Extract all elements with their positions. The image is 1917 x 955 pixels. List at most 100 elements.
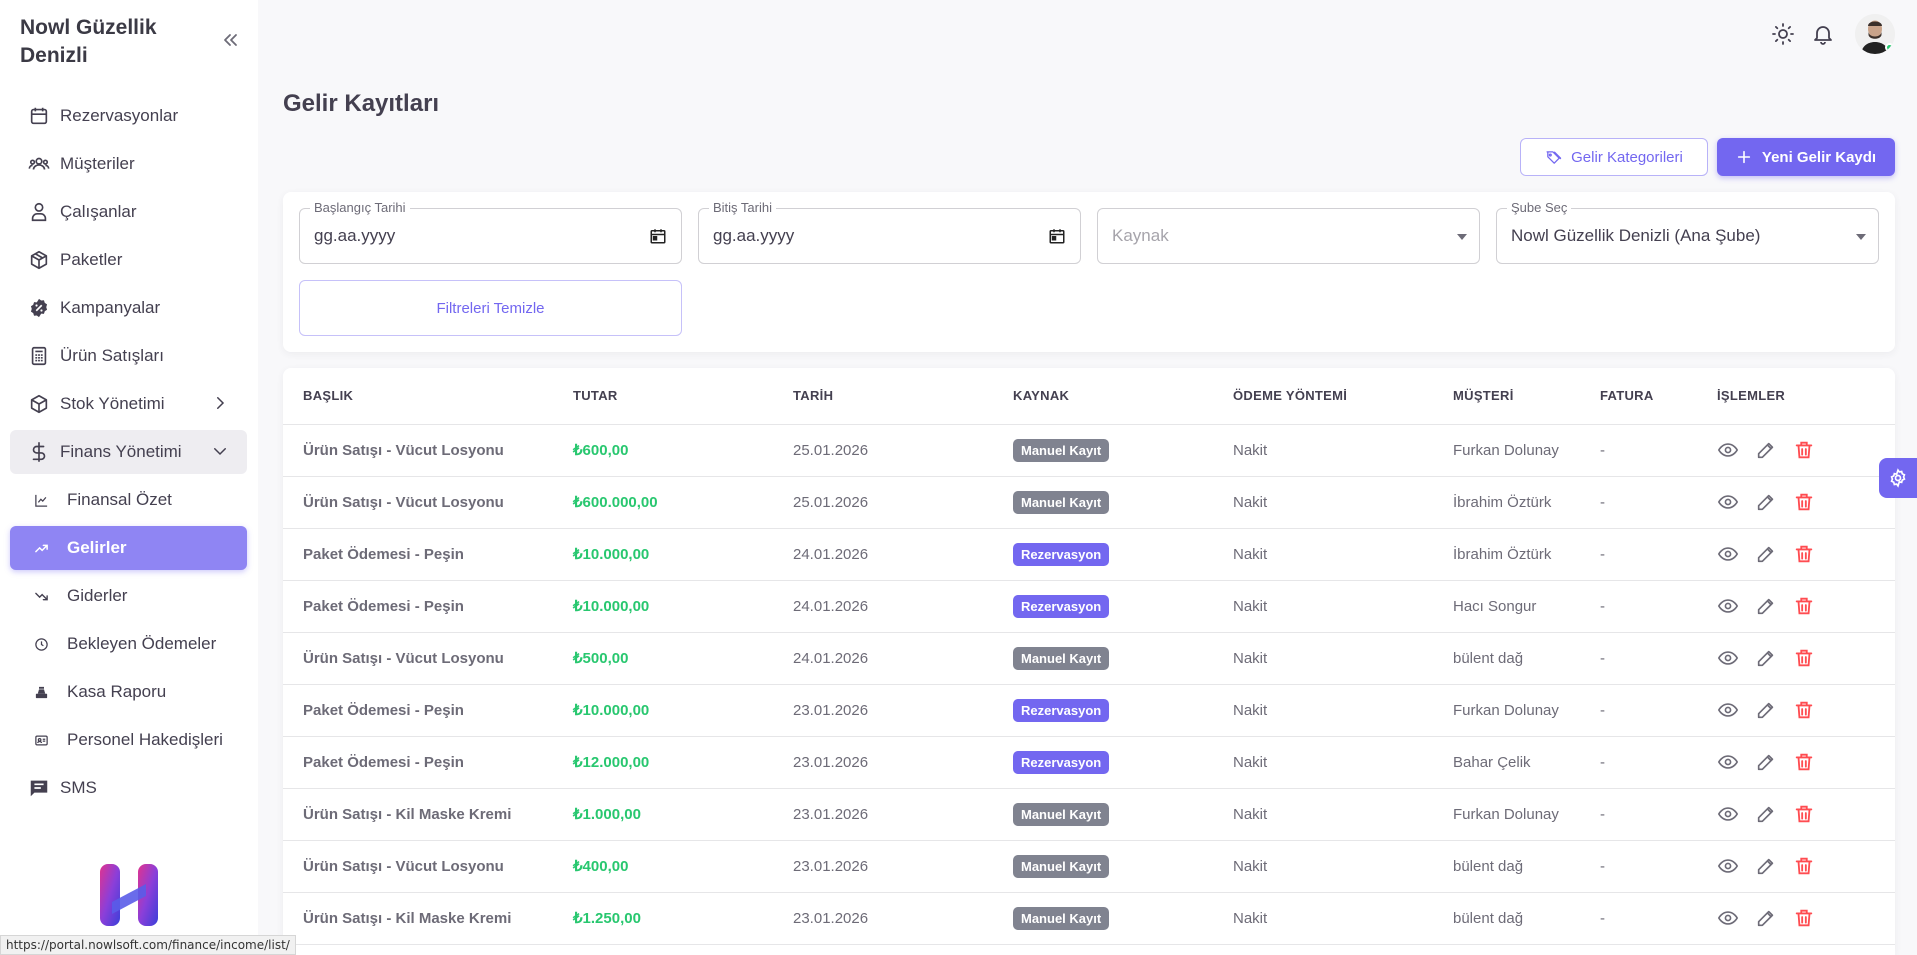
sidebar-item-paketler[interactable]: Paketler <box>10 238 247 282</box>
column-header[interactable]: MÜŞTERİ <box>1453 368 1600 425</box>
column-header[interactable]: ÖDEME YÖNTEMİ <box>1233 368 1453 425</box>
branch-select[interactable]: Şube Seç Nowl Güzellik Denizli (Ana Şube… <box>1496 200 1879 264</box>
eye-icon[interactable] <box>1717 907 1739 929</box>
column-header[interactable]: KAYNAK <box>1013 368 1233 425</box>
collapse-sidebar-icon[interactable] <box>220 30 240 56</box>
sidebar-item-label: Çalışanlar <box>60 202 137 221</box>
eye-icon[interactable] <box>1717 595 1739 617</box>
column-header[interactable]: TUTAR <box>573 368 793 425</box>
income-categories-button[interactable]: Gelir Kategorileri <box>1520 138 1708 176</box>
table-row[interactable]: Paket Ödemesi - Peşin ₺10.000,00 24.01.202… <box>283 580 1895 633</box>
trash-icon[interactable] <box>1793 751 1815 773</box>
customizer-button[interactable] <box>1879 458 1917 498</box>
sidebar-item-giderler[interactable]: Giderler <box>10 574 247 618</box>
calendar-icon <box>30 107 48 125</box>
sidebar-item-bekleyen-odemeler[interactable]: Bekleyen Ödemeler <box>10 622 247 666</box>
payment-method: Nakit <box>1233 892 1453 945</box>
source-badge: Rezervasyon <box>1013 698 1110 722</box>
row-actions <box>1717 528 1895 581</box>
pencil-icon[interactable] <box>1755 699 1777 721</box>
table-row[interactable]: Paket Ödemesi - Peşin ₺10.000,00 23.01.202… <box>283 684 1895 737</box>
pencil-icon[interactable] <box>1755 647 1777 669</box>
sun-icon[interactable] <box>1771 22 1795 46</box>
bell-icon[interactable] <box>1811 22 1835 46</box>
brand-name: Nowl Güzellik Denizli <box>20 16 157 67</box>
invoice-value: - <box>1600 788 1717 841</box>
table-row[interactable]: Paket Ödemesi - Peşin ₺10.000,00 24.01.202… <box>283 528 1895 581</box>
trash-icon[interactable] <box>1793 491 1815 513</box>
end-date-field[interactable]: Bitiş Tarihi gg.aa.yyyy <box>698 200 1081 264</box>
source-badge: Rezervasyon <box>1013 542 1110 566</box>
sidebar-item-rezervasyonlar[interactable]: Rezervasyonlar <box>10 94 247 138</box>
trash-icon[interactable] <box>1793 699 1815 721</box>
pencil-icon[interactable] <box>1755 491 1777 513</box>
sidebar-item-urun-satislari[interactable]: Ürün Satışları <box>10 334 247 378</box>
income-amount: ₺400,00 <box>573 840 793 893</box>
sidebar-item-finans-yonetimi[interactable]: Finans Yönetimi <box>10 430 247 474</box>
table-row[interactable]: Ürün Satışı - Vücut Losyonu ₺600.000,00 25… <box>283 476 1895 529</box>
sidebar-item-finansal-ozet[interactable]: Finansal Özet <box>10 478 247 522</box>
table-row[interactable]: Paket Ödemesi - Peşin ₺12.000,00 23.01.202… <box>283 736 1895 789</box>
sidebar-item-kasa-raporu[interactable]: Kasa Raporu <box>10 670 247 714</box>
sidebar-item-gelirler[interactable]: Gelirler <box>10 526 247 570</box>
sidebar-item-personel-hakedisleri[interactable]: Personel Hakedişleri <box>10 718 247 762</box>
plus-icon <box>1737 150 1751 164</box>
avatar[interactable] <box>1855 14 1895 54</box>
trash-icon[interactable] <box>1793 439 1815 461</box>
sidebar-item-musteriler[interactable]: Müşteriler <box>10 142 247 186</box>
table-row[interactable]: Ürün Satışı - Vücut Losyonu ₺400,00 23.01.… <box>283 840 1895 893</box>
pencil-icon[interactable] <box>1755 595 1777 617</box>
chevron-right-icon <box>217 397 225 409</box>
trash-icon[interactable] <box>1793 595 1815 617</box>
eye-icon[interactable] <box>1717 439 1739 461</box>
eye-icon[interactable] <box>1717 803 1739 825</box>
sidebar-item-sms[interactable]: SMS <box>10 766 247 810</box>
eye-icon[interactable] <box>1717 543 1739 565</box>
pencil-icon[interactable] <box>1755 439 1777 461</box>
trash-icon[interactable] <box>1793 543 1815 565</box>
pencil-icon[interactable] <box>1755 907 1777 929</box>
start-date-field[interactable]: Başlangıç Tarihi gg.aa.yyyy <box>299 200 682 264</box>
income-date: 24.01.2026 <box>793 528 1013 581</box>
table-row[interactable]: Ürün Satışı - Kil Maske Kremi ₺1.000,00 23… <box>283 788 1895 841</box>
clear-filters-button[interactable]: Filtreleri Temizle <box>299 280 682 336</box>
table-row[interactable]: Ürün Satışı - Vücut Losyonu ₺500,00 24.01.… <box>283 632 1895 685</box>
trash-icon[interactable] <box>1793 907 1815 929</box>
customer-name: Furkan Dolunay <box>1453 788 1600 841</box>
income-amount: ₺1.250,00 <box>573 892 793 945</box>
source-select[interactable]: Kaynak <box>1097 208 1480 264</box>
calendar-icon[interactable] <box>1048 227 1066 245</box>
trash-icon[interactable] <box>1793 855 1815 877</box>
row-actions-group <box>1717 751 1895 773</box>
eye-icon[interactable] <box>1717 751 1739 773</box>
sidebar-item-kampanyalar[interactable]: Kampanyalar <box>10 286 247 330</box>
pencil-icon[interactable] <box>1755 855 1777 877</box>
income-title: Paket Ödemesi - Peşin <box>283 580 573 633</box>
pencil-icon[interactable] <box>1755 751 1777 773</box>
trash-icon[interactable] <box>1793 647 1815 669</box>
column-header[interactable]: FATURA <box>1600 368 1717 425</box>
pencil-icon[interactable] <box>1755 543 1777 565</box>
income-amount: ₺10.000,00 <box>573 684 793 737</box>
column-header[interactable]: TARİH <box>793 368 1013 425</box>
table-row[interactable]: Ürün Satışı - Vücut Losyonu ₺600,00 25.01.… <box>283 424 1895 477</box>
eye-icon[interactable] <box>1717 647 1739 669</box>
column-header[interactable]: BAŞLIK <box>283 368 573 425</box>
eye-icon[interactable] <box>1717 855 1739 877</box>
eye-icon[interactable] <box>1717 699 1739 721</box>
trash-icon[interactable] <box>1793 803 1815 825</box>
sidebar-item-label: Bekleyen Ödemeler <box>67 634 217 653</box>
pencil-icon[interactable] <box>1755 803 1777 825</box>
eye-icon[interactable] <box>1717 491 1739 513</box>
new-income-button[interactable]: Yeni Gelir Kaydı <box>1717 138 1895 176</box>
income-amount: ₺1.000,00 <box>573 788 793 841</box>
customer-name: İbrahim Öztürk <box>1453 528 1600 581</box>
income-source-cell: Manuel Kayıt <box>1013 892 1233 945</box>
sidebar-item-stok-yonetimi[interactable]: Stok Yönetimi <box>10 382 247 426</box>
invoice-value: - <box>1600 840 1717 893</box>
calendar-icon[interactable] <box>649 227 667 245</box>
table-row[interactable]: Ürün Satışı - Kil Maske Kremi ₺1.250,00 23… <box>283 892 1895 945</box>
row-actions-group <box>1717 543 1895 565</box>
sidebar-item-calisanlar[interactable]: Çalışanlar <box>10 190 247 234</box>
income-date: 24.01.2026 <box>793 632 1013 685</box>
